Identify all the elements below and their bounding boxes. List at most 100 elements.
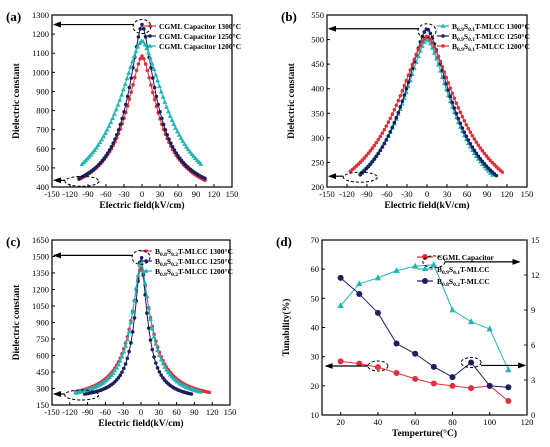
data-point xyxy=(144,293,150,299)
x-tick-label: 150 xyxy=(224,407,237,417)
data-point xyxy=(197,389,203,394)
data-point xyxy=(393,267,400,274)
data-point xyxy=(412,375,419,382)
data-point xyxy=(393,370,400,376)
data-point xyxy=(142,27,146,31)
data-point xyxy=(135,44,141,49)
series-line xyxy=(78,55,206,181)
data-point xyxy=(116,361,121,367)
data-point xyxy=(157,83,162,89)
data-point xyxy=(153,341,159,346)
data-point xyxy=(425,37,431,43)
series-line xyxy=(350,35,503,173)
legend-label: B0.8S0.2T-MLCC 1300°C xyxy=(155,247,233,258)
legend-text-part: T-MLCC 1200°C xyxy=(178,267,233,276)
data-point xyxy=(126,328,132,334)
x-tick-label: 0 xyxy=(139,407,143,417)
y-tick-label: 750 xyxy=(36,334,49,344)
data-point xyxy=(169,117,175,123)
legend-text-part: 0.2 xyxy=(171,252,178,258)
data-point xyxy=(160,94,166,99)
data-point xyxy=(160,360,166,366)
data-point xyxy=(95,142,101,147)
data-point xyxy=(430,380,437,387)
data-point xyxy=(468,130,473,135)
y-tick-label: 550 xyxy=(311,10,324,20)
y2-tick-label: 6 xyxy=(531,340,535,350)
legend-text-part: 0.1 xyxy=(453,270,460,276)
data-point xyxy=(505,366,512,373)
data-point xyxy=(484,154,489,158)
data-point xyxy=(466,126,471,131)
data-point xyxy=(149,60,155,66)
data-point xyxy=(144,249,148,253)
data-point xyxy=(441,34,445,38)
highlight-ellipse xyxy=(342,171,378,183)
x-tick-label: -30 xyxy=(118,407,129,417)
legend-text-part: 0.1 xyxy=(468,27,475,33)
data-point xyxy=(402,93,407,97)
legend-text-part: T-MLCC 1300°C xyxy=(475,22,530,31)
x-tick-label: -120 xyxy=(62,189,78,199)
panel-label: (a) xyxy=(6,9,21,24)
x-tick-label: 90 xyxy=(192,189,201,199)
x-tick-label: 90 xyxy=(190,407,199,417)
data-point xyxy=(390,125,395,130)
legend-text-part: 0.8 xyxy=(160,262,167,268)
legend-label: CGML Capacitor xyxy=(437,253,495,262)
legend-text-part: 0.9 xyxy=(442,270,449,276)
data-point xyxy=(139,260,144,265)
x-tick-label: 60 xyxy=(174,189,183,199)
legend-label: CGML Capacitor 1200°C xyxy=(159,42,241,51)
data-point xyxy=(460,114,465,119)
x-tick-label: -150 xyxy=(319,189,335,199)
y-tick-label: 400 xyxy=(311,84,324,94)
data-point xyxy=(458,110,463,115)
data-point xyxy=(152,355,156,359)
data-point xyxy=(171,121,177,127)
x-tick-label: 90 xyxy=(483,189,492,199)
data-point xyxy=(460,126,465,130)
legend-text-part: 0.8 xyxy=(160,272,167,278)
data-point xyxy=(392,107,397,112)
data-point xyxy=(151,66,157,72)
series-3 xyxy=(337,274,512,391)
series-1 xyxy=(73,266,212,395)
data-point xyxy=(421,39,427,45)
data-point xyxy=(94,145,99,150)
data-point xyxy=(380,131,385,135)
data-point xyxy=(122,81,128,86)
legend-text-part: B xyxy=(437,265,442,274)
data-point xyxy=(158,110,162,114)
data-point xyxy=(478,146,483,150)
data-point xyxy=(372,143,377,148)
data-point xyxy=(456,116,461,121)
x-tick-label: 150 xyxy=(521,189,534,199)
data-point xyxy=(149,326,155,331)
y-tick-label: 900 xyxy=(36,318,49,328)
y2-tick-label: 0 xyxy=(531,410,535,420)
data-point xyxy=(368,162,373,167)
data-point xyxy=(124,102,128,107)
data-point xyxy=(374,309,381,316)
data-point xyxy=(131,53,137,59)
data-point xyxy=(133,285,139,290)
data-point xyxy=(118,373,123,377)
legend-text-part: 0.8 xyxy=(442,282,449,288)
data-point xyxy=(146,326,151,330)
y-tick-label: 60 xyxy=(311,264,320,274)
data-point xyxy=(174,151,178,155)
data-point xyxy=(470,133,475,138)
data-point xyxy=(474,151,479,156)
data-point xyxy=(116,375,121,380)
data-point xyxy=(119,354,125,359)
data-point xyxy=(440,64,445,69)
data-point xyxy=(170,145,175,149)
y-tick-label: 350 xyxy=(311,108,324,118)
data-point xyxy=(487,170,493,175)
data-point xyxy=(356,280,363,287)
data-point xyxy=(133,48,139,54)
legend-label: B0.8S0.2T-MLCC 1250°C xyxy=(155,257,233,268)
x-tick-label: -90 xyxy=(82,407,93,417)
